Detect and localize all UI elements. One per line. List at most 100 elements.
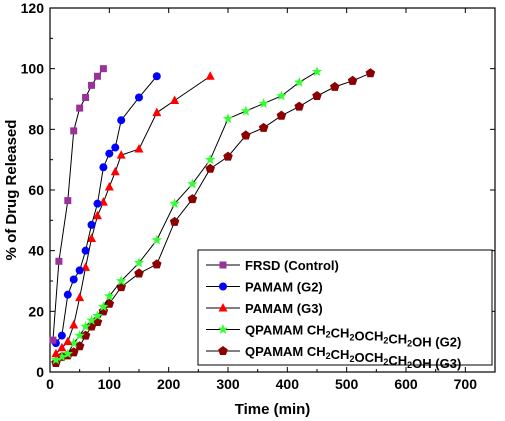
legend-subscript: 2 (407, 339, 412, 349)
data-point (311, 66, 323, 77)
data-point (76, 104, 84, 112)
x-tick-label: 700 (454, 376, 478, 392)
data-point (294, 101, 304, 111)
legend-subscript: 2 (383, 336, 388, 346)
legend-text-part: OCH (354, 350, 383, 365)
y-tick-label: 120 (21, 0, 45, 16)
data-point (74, 330, 85, 341)
data-point (276, 110, 287, 120)
data-point (116, 282, 126, 292)
data-point (276, 90, 287, 101)
data-point (57, 331, 66, 340)
data-point (117, 116, 126, 125)
legend-text-part: OCH (354, 329, 383, 344)
data-point (81, 262, 91, 271)
data-point (116, 150, 126, 159)
legend-text-part: QPAMAM CH (245, 323, 326, 338)
data-point (110, 166, 120, 176)
data-point (50, 354, 62, 365)
data-point (99, 163, 108, 172)
data-point (99, 65, 107, 73)
legend-subscript: 2 (349, 333, 354, 343)
data-point (187, 178, 198, 189)
data-point (152, 107, 162, 117)
data-point (187, 194, 198, 204)
data-point (74, 341, 85, 351)
axes: 0 100 200 300 400 500 600 700 0 20 40 60 80 100 120 Tim… (3, 0, 496, 418)
data-point (86, 314, 97, 325)
data-point (92, 310, 103, 321)
data-point (365, 68, 376, 78)
x-tick-label: 0 (46, 376, 54, 392)
data-point (92, 210, 102, 220)
data-point (133, 257, 145, 268)
data-point (258, 122, 269, 132)
data-point (115, 275, 127, 286)
data-point (63, 336, 73, 346)
x-tick-label: 100 (98, 376, 122, 392)
legend-marker (218, 303, 228, 312)
data-point (312, 90, 322, 101)
data-point (69, 275, 78, 284)
data-point (51, 348, 61, 358)
data-point (205, 163, 215, 173)
legend-text-part: OH (G3) (412, 356, 461, 371)
data-point (80, 330, 91, 340)
data-point (56, 351, 68, 362)
legend-text-part: QPAMAM CH (245, 344, 326, 359)
x-tick-label: 600 (394, 376, 418, 392)
legend-text-part: CH (331, 347, 350, 362)
data-point (105, 149, 114, 158)
data-point (63, 290, 72, 299)
data-point (70, 127, 78, 135)
data-point (134, 144, 144, 153)
data-point (75, 292, 85, 302)
data-point (93, 199, 102, 208)
legend-marker (217, 324, 229, 334)
data-point (135, 93, 143, 102)
data-point (82, 93, 90, 101)
x-tick-label: 300 (216, 376, 240, 392)
x-tick-label: 400 (276, 376, 300, 392)
y-tick-label: 80 (28, 121, 44, 137)
data-point (223, 151, 233, 161)
data-point (330, 81, 340, 91)
x-axis-title: Time (min) (235, 401, 311, 418)
legend-marker (219, 261, 227, 269)
series-1 (49, 65, 107, 344)
data-point (204, 154, 216, 165)
series-2 (51, 72, 161, 348)
series-layer (49, 65, 376, 367)
series-4 (50, 66, 323, 365)
y-tick-label: 40 (28, 243, 44, 259)
legend: FRSD (Control) PAMAM (G2) PAMAM (G3) QPAMAM… (197, 249, 493, 371)
data-point (222, 113, 234, 124)
data-point (62, 348, 74, 359)
y-axis-title: % of Drug Released (3, 120, 20, 261)
data-point (49, 336, 57, 344)
data-point (293, 76, 305, 87)
data-point (241, 130, 251, 140)
legend-label: FRSD (Control) (245, 258, 339, 273)
data-point (347, 75, 358, 85)
legend-text-part: PAMAM (G3) (245, 301, 323, 316)
legend-subscript: 2 (349, 354, 354, 364)
legend-marker (219, 282, 227, 291)
data-point (169, 198, 180, 209)
data-point (87, 233, 97, 243)
data-point (104, 181, 114, 191)
data-point (170, 95, 180, 105)
data-point (134, 268, 144, 278)
data-point (57, 342, 67, 352)
legend-text-part: FRSD (Control) (245, 258, 339, 273)
data-point (169, 216, 180, 226)
y-tick-label: 20 (28, 303, 44, 319)
y-tick-label: 100 (21, 61, 45, 77)
legend-subscript: 2 (326, 351, 331, 361)
legend-label: QPAMAM CH2CH2OCH2CH2OH (G2) (245, 323, 461, 350)
legend-text-part: OH (G2) (412, 335, 461, 350)
data-point (240, 105, 252, 116)
data-point (55, 257, 63, 265)
data-point (81, 246, 90, 255)
